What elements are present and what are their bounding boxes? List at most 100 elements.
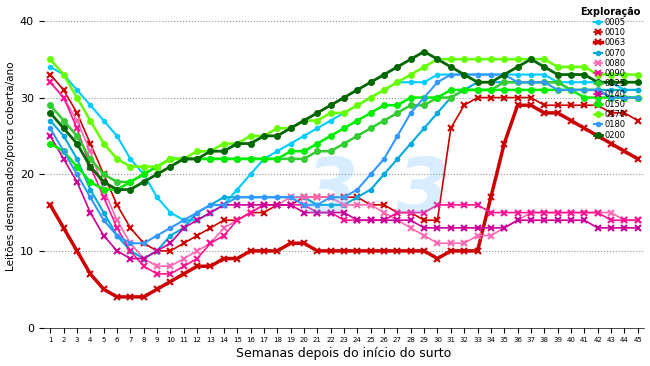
0180 (580, 88, 588, 92)
0005 (327, 118, 335, 123)
0005 (313, 126, 321, 130)
0005 (367, 96, 374, 100)
0080 (447, 241, 455, 246)
0010 (180, 241, 188, 246)
0200 (460, 72, 468, 77)
0090 (207, 241, 215, 246)
0090 (313, 210, 321, 215)
0005 (354, 103, 361, 107)
0070 (514, 80, 521, 85)
0140 (207, 210, 215, 215)
0170 (86, 118, 94, 123)
0005 (73, 88, 81, 92)
0150 (246, 157, 254, 161)
0125 (86, 157, 94, 161)
0005 (340, 111, 348, 115)
0005 (260, 157, 268, 161)
0070 (207, 203, 215, 207)
0090 (274, 203, 281, 207)
0010 (86, 141, 94, 146)
0140 (621, 226, 629, 230)
0010 (407, 210, 415, 215)
0005 (607, 80, 615, 85)
0063 (594, 134, 602, 138)
0140 (434, 226, 441, 230)
0170 (407, 72, 415, 77)
0125 (60, 118, 68, 123)
0170 (474, 57, 482, 61)
0005 (46, 65, 54, 69)
0070 (127, 249, 135, 253)
0180 (607, 96, 615, 100)
0150 (260, 157, 268, 161)
0170 (140, 164, 148, 169)
0070 (634, 88, 642, 92)
0080 (474, 234, 482, 238)
0070 (260, 195, 268, 199)
0090 (540, 210, 548, 215)
0140 (594, 226, 602, 230)
0070 (313, 203, 321, 207)
0090 (140, 264, 148, 268)
0180 (407, 111, 415, 115)
0005 (300, 134, 308, 138)
0080 (367, 203, 374, 207)
0200 (474, 80, 482, 85)
0080 (166, 264, 174, 268)
0063 (634, 157, 642, 161)
0180 (233, 195, 241, 199)
0170 (233, 141, 241, 146)
Line: 0070: 0070 (48, 80, 640, 261)
0150 (367, 111, 374, 115)
0180 (140, 241, 148, 246)
0005 (407, 80, 415, 85)
0180 (260, 195, 268, 199)
0063 (300, 241, 308, 246)
0070 (246, 195, 254, 199)
0140 (73, 180, 81, 184)
0180 (180, 218, 188, 223)
0005 (274, 149, 281, 153)
0090 (327, 210, 335, 215)
0010 (487, 96, 495, 100)
0180 (434, 80, 441, 85)
0200 (327, 103, 335, 107)
0200 (274, 134, 281, 138)
0010 (580, 103, 588, 107)
0070 (580, 88, 588, 92)
0063 (86, 272, 94, 276)
0063 (407, 249, 415, 253)
0170 (327, 111, 335, 115)
0125 (420, 103, 428, 107)
0170 (207, 149, 215, 153)
0140 (60, 157, 68, 161)
0140 (514, 218, 521, 223)
0070 (474, 80, 482, 85)
0170 (180, 157, 188, 161)
0010 (621, 111, 629, 115)
0200 (540, 65, 548, 69)
0200 (514, 65, 521, 69)
0150 (434, 96, 441, 100)
0170 (274, 126, 281, 130)
0080 (207, 241, 215, 246)
0090 (634, 218, 642, 223)
0005 (500, 72, 508, 77)
0140 (246, 203, 254, 207)
0125 (73, 134, 81, 138)
0150 (487, 88, 495, 92)
0180 (554, 88, 562, 92)
0150 (207, 157, 215, 161)
0070 (327, 203, 335, 207)
0170 (514, 57, 521, 61)
0080 (60, 96, 68, 100)
0140 (127, 256, 135, 261)
0070 (233, 195, 241, 199)
0080 (233, 218, 241, 223)
0010 (113, 203, 121, 207)
0090 (340, 218, 348, 223)
0063 (393, 249, 401, 253)
0180 (621, 96, 629, 100)
0125 (407, 103, 415, 107)
0125 (354, 134, 361, 138)
